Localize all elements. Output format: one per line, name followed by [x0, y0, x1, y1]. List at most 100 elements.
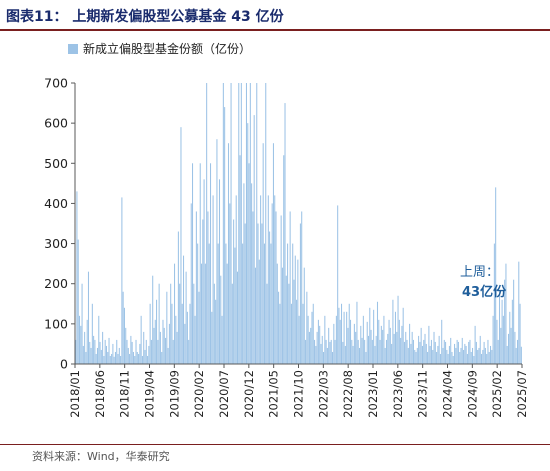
bar: [204, 263, 206, 364]
bar: [275, 211, 277, 364]
bar: [463, 349, 465, 364]
bar: [468, 341, 470, 364]
bar: [98, 315, 100, 364]
bar: [430, 339, 432, 364]
bar: [260, 195, 262, 364]
bar: [224, 107, 226, 364]
bar: [459, 351, 461, 364]
bar: [341, 303, 343, 364]
bar: [337, 205, 339, 364]
bar: [198, 291, 200, 364]
bar: [328, 327, 330, 364]
bar: [279, 303, 281, 364]
bar: [96, 347, 98, 364]
bar: [215, 299, 217, 364]
bar: [451, 351, 453, 364]
bar: [364, 339, 366, 364]
bar: [465, 345, 467, 364]
bar: [283, 155, 285, 364]
bar: [392, 299, 394, 364]
bar: [332, 351, 334, 364]
bar: [482, 349, 484, 364]
bar: [81, 283, 83, 364]
bar: [122, 291, 124, 364]
bar: [490, 345, 492, 364]
bar: [163, 327, 165, 364]
bar: [344, 345, 346, 364]
bar: [323, 351, 325, 364]
bar: [193, 283, 195, 364]
bar: [382, 329, 384, 364]
bar: [195, 211, 197, 364]
bar: [436, 351, 438, 364]
bar: [129, 353, 131, 364]
x-tick-label: 2025/02: [490, 370, 504, 418]
x-tick-label: 2023/06: [391, 370, 405, 418]
bar: [231, 283, 233, 364]
y-tick-label: 0: [60, 357, 68, 372]
bar: [209, 163, 212, 364]
bar: [460, 347, 462, 364]
bar: [385, 339, 388, 364]
bar: [93, 335, 95, 364]
bar: [333, 323, 335, 364]
x-tick-label: 2020/07: [217, 370, 231, 418]
bar: [280, 215, 282, 364]
bar: [353, 323, 355, 364]
x-tick-label: 2025/07: [515, 370, 529, 418]
bar: [91, 303, 93, 364]
bar: [267, 195, 269, 364]
bar: [306, 291, 308, 364]
bar: [156, 299, 158, 364]
bar: [226, 263, 228, 364]
bar: [438, 335, 440, 364]
bar: [369, 307, 371, 364]
bar: [80, 325, 82, 364]
bar: [401, 325, 403, 364]
bar: [511, 299, 513, 364]
bar: [321, 335, 323, 364]
bar: [252, 211, 254, 364]
bar: [180, 127, 182, 364]
bar: [157, 339, 159, 364]
bar: [470, 351, 472, 364]
bar: [104, 339, 106, 364]
bar: [299, 223, 301, 364]
bar: [394, 311, 396, 364]
bar: [298, 315, 300, 364]
bar: [134, 355, 136, 364]
bar: [131, 341, 133, 364]
bar: [76, 191, 78, 364]
bar: [78, 315, 81, 364]
x-tick-label: 2018/11: [118, 370, 132, 418]
bar: [497, 339, 499, 364]
bar: [170, 283, 172, 364]
bar: [184, 323, 186, 364]
bar: [457, 341, 459, 364]
bar: [183, 255, 185, 364]
bar: [186, 311, 188, 364]
bar: [292, 243, 294, 364]
bar: [181, 303, 183, 364]
bar: [474, 325, 476, 364]
bar: [251, 183, 253, 364]
bar: [343, 311, 345, 364]
bar: [113, 356, 115, 364]
bar: [330, 339, 332, 364]
bar: [293, 279, 295, 364]
bar: [266, 283, 268, 364]
bar: [461, 337, 463, 364]
bar: [148, 345, 150, 364]
bar: [302, 303, 304, 364]
bar: [339, 319, 341, 364]
bar: [501, 299, 503, 364]
bar: [442, 347, 444, 364]
bar: [230, 83, 232, 364]
bar: [272, 143, 274, 364]
bar: [174, 263, 176, 364]
bar: [429, 345, 431, 364]
x-tick-label: 2020/02: [192, 370, 206, 418]
bar: [242, 243, 244, 364]
bar: [229, 203, 231, 364]
bar: [132, 351, 134, 364]
